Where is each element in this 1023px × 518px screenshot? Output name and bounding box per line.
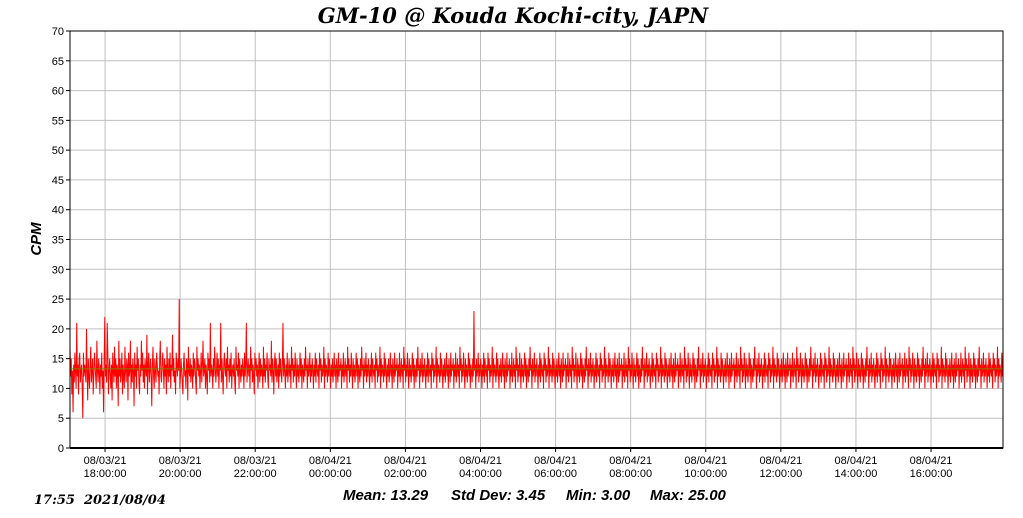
x-tick-date: 08/04/21 [835, 455, 878, 467]
cpm-series-line [69, 299, 1004, 419]
y-tick-label: 10 [52, 383, 64, 395]
y-tick-label: 30 [52, 264, 64, 276]
stat-mean: Mean: 13.29 [343, 487, 429, 504]
stat-min: Min: 3.00 [566, 487, 631, 504]
x-tick-time: 10:00:00 [684, 468, 727, 480]
y-tick-label: 20 [52, 324, 64, 336]
x-tick-time: 06:00:00 [534, 468, 577, 480]
y-tick-label: 55 [52, 115, 64, 127]
x-tick-time: 02:00:00 [384, 468, 427, 480]
y-tick-label: 35 [52, 235, 64, 247]
y-tick-label: 60 [52, 86, 64, 98]
x-tick-date: 08/04/21 [609, 455, 652, 467]
y-tick-label: 0 [58, 443, 64, 455]
stat-std-dev: Std Dev: 3.45 [451, 487, 546, 504]
y-tick-label: 5 [58, 413, 64, 425]
y-tick-label: 70 [52, 26, 64, 38]
y-tick-label: 50 [52, 145, 64, 157]
y-axis-label: CPM [28, 222, 45, 256]
y-tick-label: 40 [52, 205, 64, 217]
x-tick-time: 12:00:00 [759, 468, 802, 480]
timestamp-date: 2021/08/04 [83, 493, 166, 508]
y-axis: 0 5 10 15 20 25 30 35 40 45 50 55 60 65 70 [52, 26, 70, 455]
x-tick-time: 22:00:00 [234, 468, 277, 480]
x-tick-date: 08/04/21 [384, 455, 427, 467]
x-tick-date: 08/04/21 [534, 455, 577, 467]
y-tick-label: 25 [52, 294, 64, 306]
y-tick-label: 45 [52, 175, 64, 187]
x-tick-time: 00:00:00 [309, 468, 352, 480]
x-tick-date: 08/04/21 [309, 455, 352, 467]
x-tick-time: 20:00:00 [159, 468, 202, 480]
x-tick-time: 04:00:00 [459, 468, 502, 480]
timestamp-time: 17:55 [34, 493, 75, 508]
y-tick-label: 15 [52, 354, 64, 366]
stat-max: Max: 25.00 [650, 487, 727, 504]
x-tick-date: 08/03/21 [234, 455, 277, 467]
x-tick-date: 08/04/21 [910, 455, 953, 467]
series-layer [69, 299, 1004, 419]
x-tick-date: 08/04/21 [759, 455, 802, 467]
x-tick-time: 16:00:00 [910, 468, 953, 480]
y-tick-label: 65 [52, 56, 64, 68]
x-tick-time: 08:00:00 [609, 468, 652, 480]
x-tick-time: 14:00:00 [835, 468, 878, 480]
x-tick-date: 08/04/21 [459, 455, 502, 467]
x-axis: 08/03/2118:00:0008/03/2120:00:0008/03/21… [84, 448, 953, 480]
x-tick-date: 08/03/21 [84, 455, 127, 467]
x-tick-time: 18:00:00 [84, 468, 127, 480]
x-tick-date: 08/04/21 [684, 455, 727, 467]
chart-title: GM-10 @ Kouda Kochi-city, JAPN [318, 3, 709, 28]
x-tick-date: 08/03/21 [159, 455, 202, 467]
